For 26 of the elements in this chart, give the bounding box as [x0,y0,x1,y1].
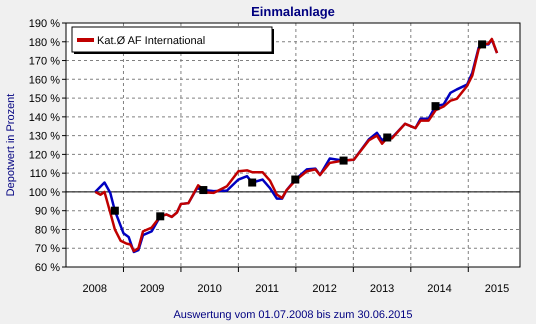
x-tick-label: 2010 [197,283,222,295]
y-tick-label: 90 % [34,206,60,218]
y-tick-label: 70 % [34,243,60,256]
x-tick-label: 2013 [370,283,394,295]
legend-label: Kat.Ø AF International [97,35,206,47]
x-tick-label: 2015 [484,283,510,295]
y-tick-label: 100 % [28,186,60,199]
x-tick-label: 2012 [312,283,337,295]
y-tick-label: 190 % [28,18,60,30]
x-tick-label: 2008 [82,283,107,295]
x-tick-label: 2011 [255,283,279,295]
text: Auswertung vom 01.07.2008 bis zum 30.06.2015 [173,309,413,321]
y-tick-label: 60 % [34,262,60,274]
y-tick-label: 160 % [28,74,60,86]
y-tick-label: 130 % [28,130,60,143]
y-tick-label: 110 % [30,168,60,180]
y-tick-label: 170 % [28,56,60,68]
x-tick-label: 2014 [427,283,452,295]
x-tick-label: 2009 [140,283,164,295]
y-tick-label: 180 % [28,36,60,49]
y-tick-label: 80 % [34,224,60,236]
y-tick-label: 120 % [28,149,60,162]
y-axis-title: Depotwert in Prozent [5,94,17,196]
y-tick-label: 140 % [28,112,60,124]
y-tick-label: 150 % [28,93,60,106]
chart-title: Einmalanlage [251,4,335,19]
